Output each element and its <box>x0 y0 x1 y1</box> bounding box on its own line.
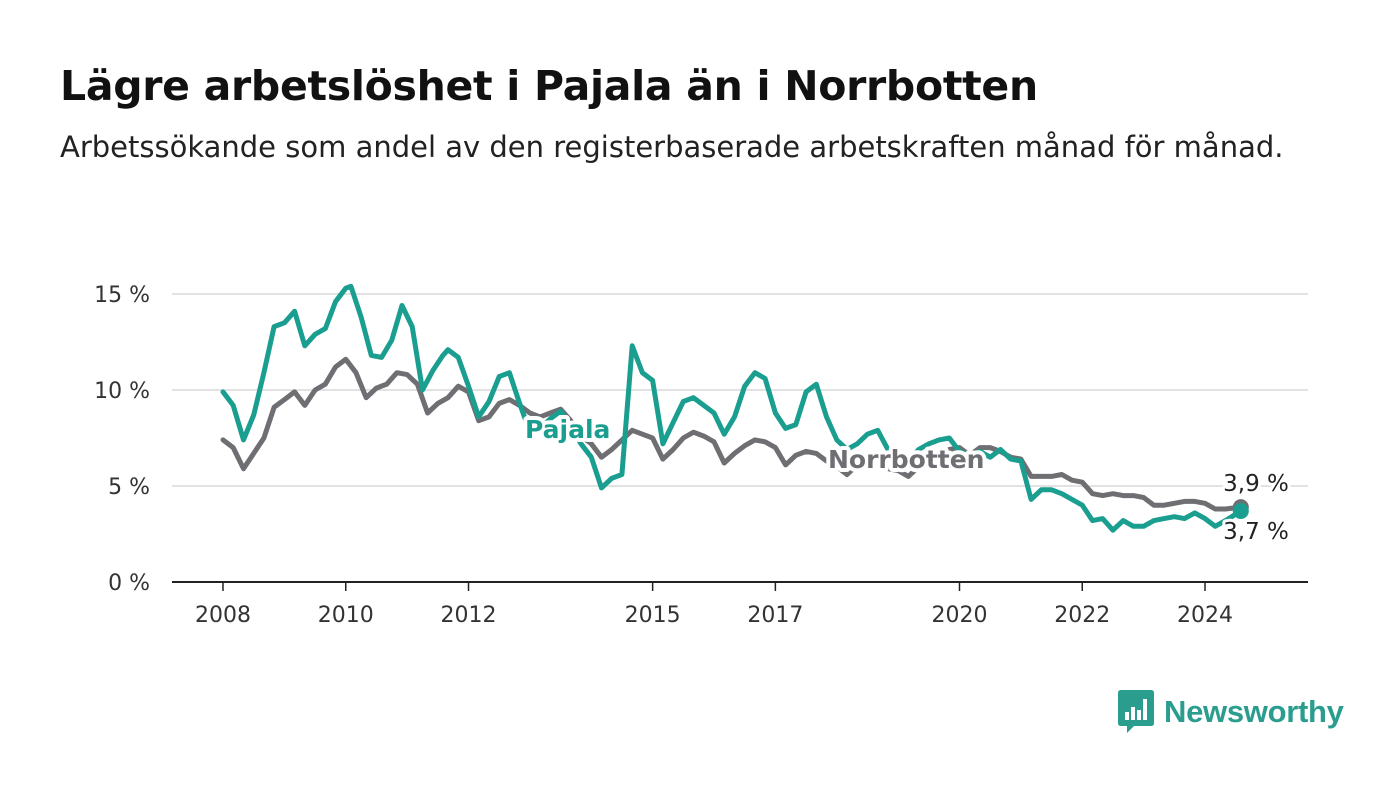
chart-title: Lägre arbetslöshet i Pajala än i Norrbot… <box>60 62 1038 110</box>
y-tick-label: 10 % <box>94 379 150 404</box>
brand-name: Newsworthy <box>1164 694 1344 729</box>
y-tick-label: 0 % <box>108 571 150 596</box>
end-point-pajala <box>1232 502 1249 519</box>
bar-chart-speech-bubble-icon <box>1118 690 1154 733</box>
x-tick-label: 2010 <box>318 603 374 628</box>
x-tick-label: 2022 <box>1054 603 1110 628</box>
x-axis: 2008 2010 2012 2015 2017 2020 2022 2024 <box>195 582 1233 628</box>
gridlines <box>172 293 1308 583</box>
series-line-pajala <box>220 283 1244 533</box>
x-tick-label: 2015 <box>625 603 681 628</box>
y-tick-label: 5 % <box>108 475 150 500</box>
y-tick-label: 15 % <box>94 283 150 308</box>
x-tick-label: 2008 <box>195 603 251 628</box>
x-tick-label: 2017 <box>747 603 803 628</box>
series-labels: Pajala 3,7 % Norrbotten 3,9 % <box>521 411 1292 548</box>
series-lines <box>220 283 1249 533</box>
x-tick-label: 2012 <box>441 603 497 628</box>
brand-logo: Newsworthy <box>1118 690 1344 734</box>
chart-subtitle: Arbetssökande som andel av den registerb… <box>60 130 1284 164</box>
end-value-label-pajala: 3,7 % <box>1223 519 1289 545</box>
x-tick-label: 2024 <box>1177 603 1233 628</box>
series-line-norrbotten <box>220 356 1244 512</box>
end-value-label-norrbotten: 3,9 % <box>1223 471 1289 497</box>
series-label-pajala: Pajala <box>525 415 610 444</box>
series-label-norrbotten: Norrbotten <box>828 445 984 474</box>
x-tick-label: 2020 <box>932 603 988 628</box>
y-axis-ticks: 0 % 5 % 10 % 15 % <box>94 283 150 596</box>
